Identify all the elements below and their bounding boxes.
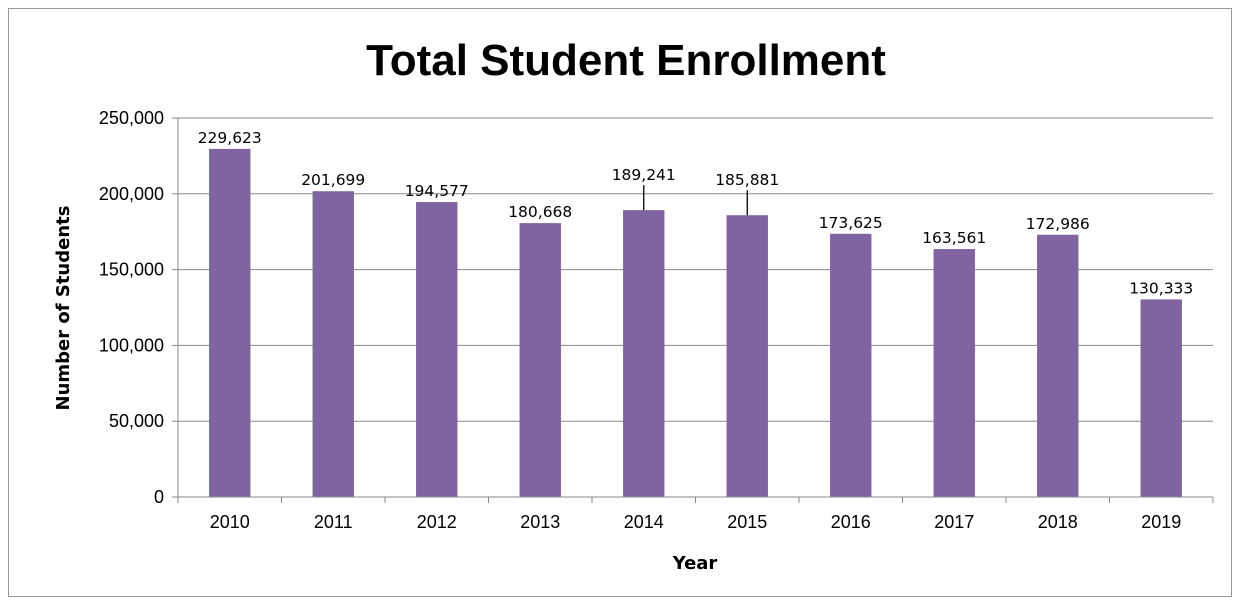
bar (623, 210, 665, 497)
data-label: 172,986 (1026, 215, 1090, 233)
x-tick-label: 2017 (934, 512, 974, 532)
x-axis-title: Year (672, 553, 718, 574)
data-label: 189,241 (612, 166, 676, 184)
bar (519, 223, 561, 498)
x-tick-label: 2016 (831, 512, 871, 532)
y-tick-label: 150,000 (99, 260, 164, 280)
x-tick-label: 2010 (210, 512, 250, 532)
bar (209, 148, 251, 497)
x-tick-label: 2011 (314, 512, 353, 532)
data-label: 185,881 (715, 171, 779, 189)
bar (933, 249, 975, 497)
x-tick-label: 2019 (1141, 512, 1181, 532)
bar (1037, 234, 1079, 497)
data-label: 201,699 (301, 171, 365, 189)
data-label: 163,561 (922, 229, 986, 247)
y-tick-label: 100,000 (99, 335, 164, 355)
x-axis-ticks: 2010 2011 2012 2013 2014 2015 2016 2017 2018 2019 (177, 497, 1214, 532)
bar (312, 191, 354, 498)
bar (416, 202, 458, 497)
y-tick-label: 50,000 (109, 411, 164, 431)
bar (830, 233, 872, 498)
y-tick-label: 0 (154, 487, 164, 507)
y-tick-label: 250,000 (99, 108, 164, 128)
y-axis-title: Number of Students (53, 206, 74, 411)
data-labels: 229,623 201,699 194,577 180,668 189,241 185,8… (198, 129, 1194, 298)
x-tick-label: 2014 (624, 512, 664, 532)
x-tick-label: 2018 (1038, 512, 1078, 532)
data-label: 130,333 (1129, 279, 1193, 297)
data-label: 229,623 (198, 129, 262, 147)
bar (726, 215, 768, 497)
bars (209, 148, 1182, 498)
data-label: 173,625 (819, 214, 883, 232)
y-axis-ticks: 0 50,000 100,000 150,000 200,000 250,000 (99, 108, 178, 507)
data-label: 180,668 (508, 203, 572, 221)
x-tick-label: 2013 (520, 512, 560, 532)
x-tick-label: 2015 (727, 512, 767, 532)
chart-title: Total Student Enrollment (366, 36, 886, 85)
data-label: 194,577 (405, 182, 469, 200)
x-tick-label: 2012 (417, 512, 457, 532)
bar (1140, 299, 1182, 497)
y-tick-label: 200,000 (99, 184, 164, 204)
